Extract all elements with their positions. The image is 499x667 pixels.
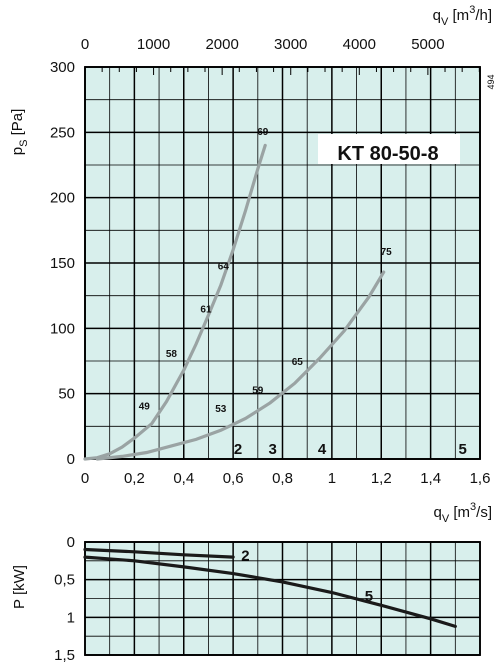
x-tick-label: 0,2 — [124, 470, 145, 487]
top-axis-label-main: q — [433, 7, 441, 24]
x-tick-label: 1,2 — [371, 470, 392, 487]
x-axis-label-unit: [m — [449, 504, 470, 521]
title-background — [318, 134, 460, 164]
y-tick-label: 100 — [50, 320, 75, 337]
side-code: 494 — [486, 74, 496, 89]
power-axis-label-unit: [kW] — [11, 565, 28, 599]
y-axis-label-unit: [Pa] — [9, 109, 26, 140]
efficiency-label: 53 — [215, 404, 227, 415]
x-tick-label: 0,6 — [223, 470, 244, 487]
efficiency-label: 61 — [200, 305, 212, 316]
x-axis-label-main: q — [434, 504, 442, 521]
bottom-y-tick-label: 0 — [67, 534, 75, 551]
top-axis-tick-label: 2000 — [205, 36, 238, 53]
y-axis-label: pS [Pa] — [9, 109, 30, 156]
efficiency-label: 49 — [139, 401, 151, 412]
top-axis-tick-label: 0 — [81, 36, 89, 53]
x-tick-label: 1,6 — [470, 470, 491, 487]
x-tick-label: 0,8 — [272, 470, 293, 487]
y-axis-label-sub: S — [18, 140, 30, 147]
y-tick-label: 300 — [50, 59, 75, 76]
top-axis-tick-label: 5000 — [411, 36, 444, 53]
x-tick-label: 1 — [328, 470, 336, 487]
power-axis-label-main: P — [11, 599, 28, 609]
efficiency-label: 64 — [218, 262, 230, 273]
x-tick-label: 0,4 — [173, 470, 194, 487]
top-axis-tick-label: 4000 — [343, 36, 376, 53]
top-axis-label-sup: 3 — [469, 4, 475, 16]
top-axis-label-unit-end: /h] — [475, 7, 492, 24]
power-curve-5 — [83, 555, 457, 628]
bottom-plot-border — [84, 541, 481, 656]
power-axis-label: P [kW] — [11, 565, 28, 609]
x-axis-label-sup: 3 — [470, 501, 476, 513]
speed-region-label: 4 — [318, 441, 327, 458]
top-axis-label: qV [m3/h] — [433, 4, 492, 28]
x-axis-label-sub: V — [442, 513, 450, 525]
x-tick-label: 0 — [81, 470, 89, 487]
efficiency-label: 75 — [381, 247, 393, 258]
efficiency-label: 59 — [252, 386, 264, 397]
top-axis-tick-label: 3000 — [274, 36, 307, 53]
top-axis-tick-label: 1000 — [137, 36, 170, 53]
y-axis-label-main: p — [9, 147, 26, 155]
chart-title: KT 80-50-8 — [337, 143, 438, 165]
efficiency-label: 65 — [292, 357, 304, 368]
efficiency-label: 58 — [166, 349, 178, 360]
y-tick-label: 200 — [50, 190, 75, 207]
system-curve-2 — [95, 270, 386, 461]
system-curve-1 — [83, 143, 267, 461]
power-curve-label: 2 — [241, 548, 249, 565]
bottom-y-tick-label: 1,5 — [54, 647, 75, 662]
efficiency-label: 69 — [257, 127, 269, 138]
x-axis-label: qV [m3/s] — [434, 501, 493, 525]
bottom-y-tick-label: 1 — [67, 609, 75, 626]
speed-region-label: 5 — [459, 441, 467, 458]
speed-region-label: 3 — [268, 441, 276, 458]
x-axis-label-unit-end: /s] — [476, 504, 492, 521]
y-tick-label: 150 — [50, 255, 75, 272]
power-curve-label: 5 — [365, 588, 373, 605]
y-tick-label: 50 — [58, 386, 75, 403]
power-curve-2 — [83, 547, 235, 559]
speed-region-label: 2 — [234, 441, 242, 458]
top-axis-label-unit: [m — [448, 7, 469, 24]
bottom-y-tick-label: 0,5 — [54, 572, 75, 589]
y-tick-label: 250 — [50, 124, 75, 141]
y-tick-label: 0 — [67, 451, 75, 468]
top-plot-border — [84, 66, 481, 460]
top-axis-label-sub: V — [441, 16, 449, 28]
x-tick-label: 1,4 — [420, 470, 441, 487]
